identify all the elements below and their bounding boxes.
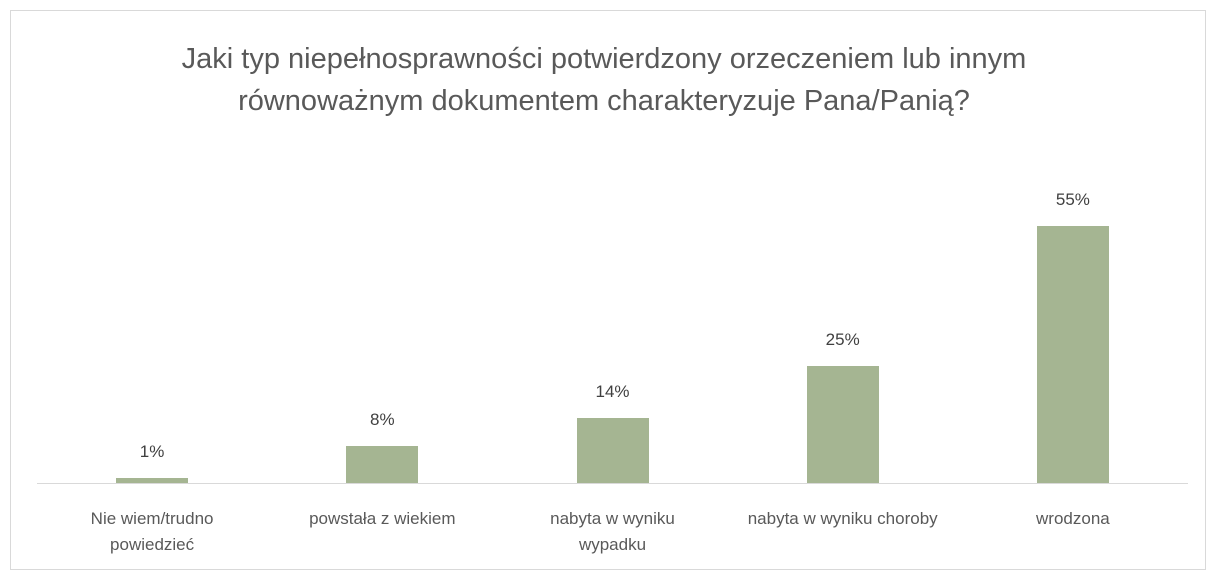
chart-title: Jaki typ niepełnosprawności potwierdzony… (181, 43, 1027, 117)
data-label: 14% (595, 381, 630, 401)
data-label: 25% (825, 330, 860, 350)
x-tick-label: powstała z wiekiem (309, 509, 456, 528)
bar (576, 417, 649, 483)
bar (806, 366, 879, 483)
bar (116, 478, 189, 483)
x-tick-label: wrodzona (1036, 509, 1110, 528)
bar (346, 445, 419, 483)
data-label: 8% (370, 409, 395, 429)
x-axis-line (37, 483, 1188, 484)
x-tick-label: Nie wiem/trudno powiedzieć (90, 509, 214, 554)
data-label: 55% (1055, 190, 1090, 209)
bar (1036, 226, 1109, 483)
x-tick-label: nabyta w wyniku choroby (747, 509, 938, 528)
x-tick-label: nabyta w wyniku wypadku (550, 509, 675, 554)
data-label: 1% (139, 442, 165, 462)
